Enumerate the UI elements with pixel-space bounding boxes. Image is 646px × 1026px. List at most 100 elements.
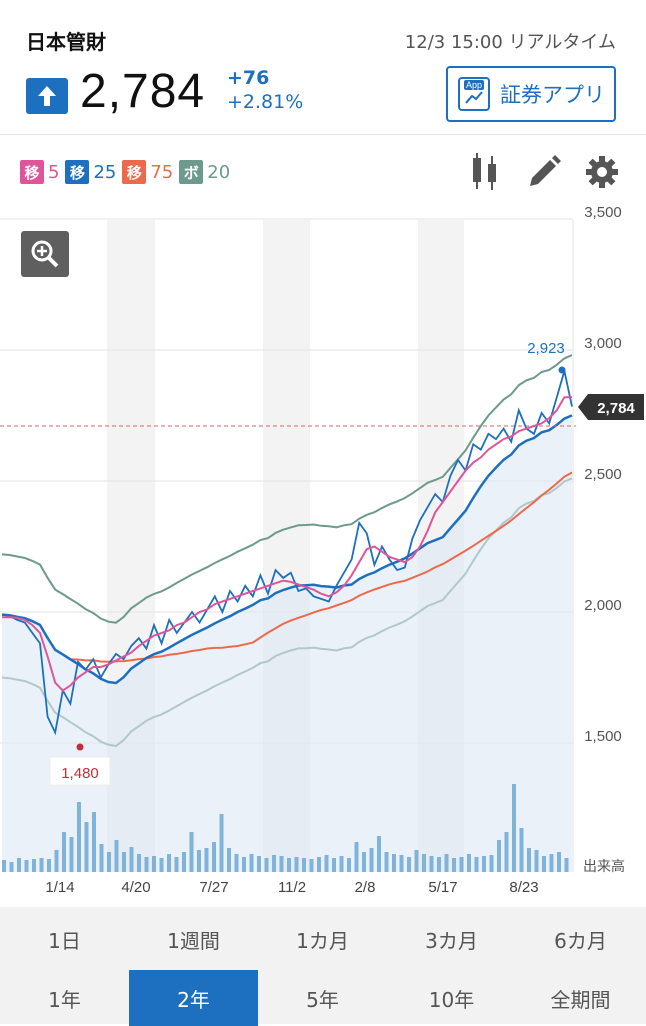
volume-bar xyxy=(504,832,509,872)
indicator-value: 75 xyxy=(150,161,174,183)
volume-bar xyxy=(249,854,254,872)
pencil-icon[interactable] xyxy=(526,152,562,196)
volume-bar xyxy=(534,850,539,872)
volume-bar xyxy=(414,850,419,872)
period-button[interactable]: 2年 xyxy=(129,970,258,1026)
volume-bar xyxy=(392,854,396,872)
volume-bar xyxy=(159,858,164,872)
volume-bar xyxy=(459,857,464,872)
indicator-legend[interactable]: 移 5 移 25 移 75 ボ 20 xyxy=(20,160,236,184)
indicator-tag: 移 xyxy=(122,160,147,184)
app-icon-label: App xyxy=(464,80,485,90)
volume-bar xyxy=(467,854,471,872)
volume-bar xyxy=(324,855,329,872)
low-label-box xyxy=(49,756,111,786)
bollinger-upper-line xyxy=(1,354,573,624)
volume-bars xyxy=(2,784,569,872)
y-tick-label: 2,000 xyxy=(584,597,622,614)
volume-bar xyxy=(182,852,186,872)
indicator-item: ボ 20 xyxy=(179,160,230,184)
current-price-flag xyxy=(578,394,644,420)
timestamp: 12/3 15:00 リアルタイム xyxy=(404,32,616,53)
volume-bar xyxy=(339,856,344,872)
period-button[interactable]: 10年 xyxy=(428,987,475,1012)
volume-bar xyxy=(167,854,171,872)
ma75-line xyxy=(1,471,573,663)
volume-bar xyxy=(99,844,104,872)
volume-bar xyxy=(347,858,351,872)
volume-bar xyxy=(482,856,486,872)
volume-bar xyxy=(429,856,434,872)
volume-label: 出来高 xyxy=(583,858,625,875)
indicator-item: 移 25 xyxy=(65,160,116,184)
ma25-area xyxy=(2,415,572,872)
price-line xyxy=(1,370,573,736)
volume-bar xyxy=(279,856,284,872)
volume-bar xyxy=(242,857,246,872)
current-price: 2,784 xyxy=(80,65,206,118)
header-divider xyxy=(0,134,646,135)
period-button[interactable]: 1カ月 xyxy=(296,928,349,953)
x-tick-label: 7/27 xyxy=(199,879,228,896)
period-button[interactable]: 1日 xyxy=(48,928,81,953)
volume-bar xyxy=(77,802,81,872)
volume-bar xyxy=(377,836,381,872)
volume-bar xyxy=(189,832,194,872)
volume-bar xyxy=(369,848,374,872)
period-button[interactable]: 5年 xyxy=(306,987,339,1012)
volume-bar xyxy=(2,860,6,872)
price-chart[interactable]: 3,500 3,000 2,500 2,000 1,500 1/14 4/20 7/27 11… xyxy=(0,200,646,900)
candlestick-icon[interactable] xyxy=(470,152,500,196)
change-percent: +2.81% xyxy=(227,91,304,113)
ma5-line xyxy=(2,396,572,692)
volume-bar xyxy=(197,850,201,872)
period-button[interactable]: 3カ月 xyxy=(425,928,478,953)
volume-bar xyxy=(234,854,239,872)
volume-bar xyxy=(272,855,276,872)
volume-bar xyxy=(39,858,44,872)
volume-bar xyxy=(422,854,426,872)
volume-bar xyxy=(137,854,141,872)
y-tick-label: 2,500 xyxy=(584,466,622,483)
volume-bar xyxy=(17,858,21,872)
volume-bar xyxy=(129,847,134,872)
volume-bar xyxy=(317,857,321,872)
app-button-label: 証券アプリ xyxy=(500,83,605,107)
volume-bar xyxy=(474,857,479,872)
volume-bar xyxy=(92,812,96,872)
gear-icon[interactable] xyxy=(584,152,620,196)
x-tick-label: 8/23 xyxy=(509,879,538,896)
volume-bar xyxy=(219,814,224,872)
volume-bar xyxy=(227,848,231,872)
x-tick-label: 11/2 xyxy=(278,879,306,896)
period-button[interactable]: 6カ月 xyxy=(554,928,607,953)
period-button[interactable]: 1年 xyxy=(48,987,81,1012)
period-button[interactable]: 1週間 xyxy=(167,928,220,953)
volume-bar xyxy=(519,828,524,872)
volume-bar xyxy=(47,859,51,872)
indicator-value: 5 xyxy=(48,161,60,183)
period-button[interactable]: 全期間 xyxy=(550,987,611,1012)
volume-bar xyxy=(302,858,306,872)
volume-bar xyxy=(287,858,291,872)
x-tick-label: 2/8 xyxy=(355,879,376,896)
volume-bar xyxy=(114,840,119,872)
x-tick-label: 5/17 xyxy=(428,879,457,896)
y-tick-label: 3,500 xyxy=(584,204,622,221)
volume-bar xyxy=(362,852,366,872)
volume-bar xyxy=(489,855,494,872)
volume-bar xyxy=(174,857,179,872)
zoom-button[interactable] xyxy=(21,231,69,277)
arrow-up-icon xyxy=(26,78,68,114)
securities-app-button[interactable]: App 証券アプリ xyxy=(446,66,616,122)
indicator-tag: 移 xyxy=(65,160,90,184)
volume-bar xyxy=(257,856,261,872)
volume-bar xyxy=(84,822,89,872)
volume-bar xyxy=(24,860,29,872)
indicator-tag: ボ xyxy=(179,160,204,184)
period-selector: 1日 1週間 1カ月 3カ月 6カ月 1年 2年 5年 10年 全期間 xyxy=(0,907,646,1026)
y-tick-label: 1,500 xyxy=(584,728,622,745)
volume-bar xyxy=(542,856,546,872)
indicator-value: 20 xyxy=(207,161,231,183)
